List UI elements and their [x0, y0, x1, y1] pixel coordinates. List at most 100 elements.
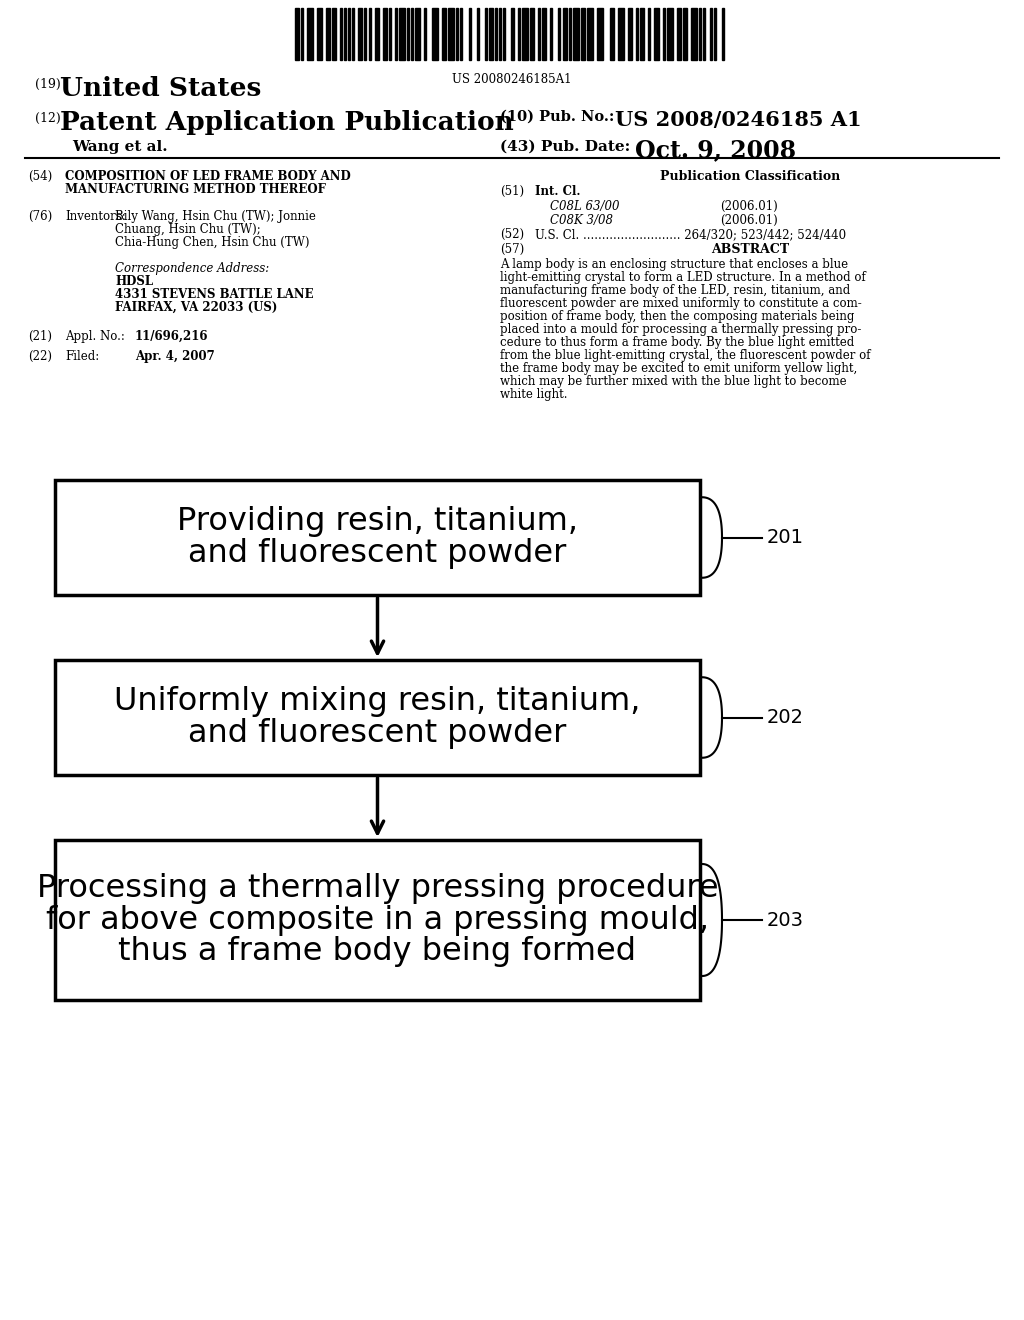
- Text: (12): (12): [35, 112, 60, 125]
- Text: ABSTRACT: ABSTRACT: [711, 243, 790, 256]
- Bar: [562, 8, 566, 59]
- Text: 4331 STEVENS BATTLE LANE: 4331 STEVENS BATTLE LANE: [115, 288, 313, 301]
- Text: which may be further mixed with the blue light to become: which may be further mixed with the blue…: [500, 375, 847, 388]
- Text: fluorescent powder are mixed uniformly to constitute a com-: fluorescent powder are mixed uniformly t…: [500, 297, 862, 310]
- Bar: [550, 8, 552, 59]
- Bar: [399, 8, 406, 59]
- Bar: [55, 840, 700, 1001]
- Text: Int. Cl.: Int. Cl.: [535, 185, 581, 198]
- Bar: [568, 8, 570, 59]
- Bar: [485, 8, 487, 59]
- Text: C08K 3/08: C08K 3/08: [550, 214, 613, 227]
- Bar: [344, 8, 346, 59]
- Bar: [358, 8, 362, 59]
- Text: Oct. 9, 2008: Oct. 9, 2008: [635, 139, 796, 162]
- Bar: [517, 8, 519, 59]
- Bar: [542, 8, 546, 59]
- Bar: [461, 8, 463, 59]
- Bar: [375, 8, 379, 59]
- Text: from the blue light-emitting crystal, the fluorescent powder of: from the blue light-emitting crystal, th…: [500, 348, 870, 362]
- Text: Processing a thermally pressing procedure: Processing a thermally pressing procedur…: [37, 874, 718, 904]
- Bar: [295, 8, 299, 59]
- Bar: [511, 8, 513, 59]
- Bar: [489, 8, 494, 59]
- Bar: [581, 8, 585, 59]
- Bar: [609, 8, 613, 59]
- Text: for above composite in a pressing mould,: for above composite in a pressing mould,: [46, 904, 709, 936]
- Text: Uniformly mixing resin, titanium,: Uniformly mixing resin, titanium,: [115, 686, 641, 718]
- Bar: [469, 8, 471, 59]
- Text: 11/696,216: 11/696,216: [135, 330, 209, 343]
- Text: COMPOSITION OF LED FRAME BODY AND: COMPOSITION OF LED FRAME BODY AND: [65, 170, 351, 183]
- Text: (54): (54): [28, 170, 52, 183]
- Bar: [710, 8, 712, 59]
- Bar: [348, 8, 350, 59]
- Bar: [677, 8, 681, 59]
- Text: thus a frame body being formed: thus a frame body being formed: [119, 936, 637, 966]
- Text: Providing resin, titanium,: Providing resin, titanium,: [177, 507, 578, 537]
- Bar: [307, 8, 313, 59]
- Text: Chia-Hung Chen, Hsin Chu (TW): Chia-Hung Chen, Hsin Chu (TW): [115, 236, 309, 249]
- Bar: [703, 8, 706, 59]
- Text: position of frame body, then the composing materials being: position of frame body, then the composi…: [500, 310, 854, 323]
- Bar: [326, 8, 330, 59]
- Bar: [352, 8, 354, 59]
- Text: Publication Classification: Publication Classification: [659, 170, 840, 183]
- Text: (43) Pub. Date:: (43) Pub. Date:: [500, 140, 630, 154]
- Bar: [722, 8, 724, 59]
- Text: Bily Wang, Hsin Chu (TW); Jonnie: Bily Wang, Hsin Chu (TW); Jonnie: [115, 210, 315, 223]
- Text: manufacturing frame body of the LED, resin, titanium, and: manufacturing frame body of the LED, res…: [500, 284, 850, 297]
- Text: (52): (52): [500, 228, 524, 242]
- Bar: [365, 8, 367, 59]
- Bar: [424, 8, 426, 59]
- Text: placed into a mould for processing a thermally pressing pro-: placed into a mould for processing a the…: [500, 323, 861, 337]
- Text: the frame body may be excited to emit uniform yellow light,: the frame body may be excited to emit un…: [500, 362, 857, 375]
- Text: US 20080246185A1: US 20080246185A1: [453, 73, 571, 86]
- Text: Apr. 4, 2007: Apr. 4, 2007: [135, 350, 215, 363]
- Bar: [699, 8, 701, 59]
- Bar: [383, 8, 387, 59]
- Text: Correspondence Address:: Correspondence Address:: [115, 261, 269, 275]
- Text: 202: 202: [767, 708, 804, 727]
- Bar: [663, 8, 665, 59]
- Text: (22): (22): [28, 350, 52, 363]
- Bar: [587, 8, 593, 59]
- Text: (21): (21): [28, 330, 52, 343]
- Text: (2006.01): (2006.01): [720, 201, 778, 213]
- Text: Appl. No.:: Appl. No.:: [65, 330, 125, 343]
- Text: Patent Application Publication: Patent Application Publication: [60, 110, 514, 135]
- Bar: [529, 8, 534, 59]
- Text: Inventors:: Inventors:: [65, 210, 126, 223]
- Text: Wang et al.: Wang et al.: [72, 140, 168, 154]
- Bar: [432, 8, 438, 59]
- Bar: [691, 8, 697, 59]
- Bar: [416, 8, 420, 59]
- Bar: [504, 8, 506, 59]
- Text: MANUFACTURING METHOD THEREOF: MANUFACTURING METHOD THEREOF: [65, 183, 326, 195]
- Bar: [597, 8, 603, 59]
- Text: (19): (19): [35, 78, 60, 91]
- Text: C08L 63/00: C08L 63/00: [550, 201, 620, 213]
- Bar: [640, 8, 644, 59]
- Bar: [449, 8, 455, 59]
- Text: (76): (76): [28, 210, 52, 223]
- Text: Filed:: Filed:: [65, 350, 99, 363]
- Bar: [412, 8, 414, 59]
- Text: 201: 201: [767, 528, 804, 546]
- Text: FAIRFAX, VA 22033 (US): FAIRFAX, VA 22033 (US): [115, 301, 278, 314]
- Bar: [628, 8, 632, 59]
- Text: (10) Pub. No.:: (10) Pub. No.:: [500, 110, 614, 124]
- Bar: [317, 8, 322, 59]
- Bar: [301, 8, 303, 59]
- Bar: [667, 8, 673, 59]
- Bar: [477, 8, 479, 59]
- Bar: [636, 8, 638, 59]
- Bar: [714, 8, 716, 59]
- Text: United States: United States: [60, 77, 261, 102]
- Bar: [457, 8, 459, 59]
- Bar: [369, 8, 371, 59]
- Bar: [332, 8, 336, 59]
- Bar: [55, 660, 700, 775]
- Bar: [55, 480, 700, 595]
- Bar: [538, 8, 540, 59]
